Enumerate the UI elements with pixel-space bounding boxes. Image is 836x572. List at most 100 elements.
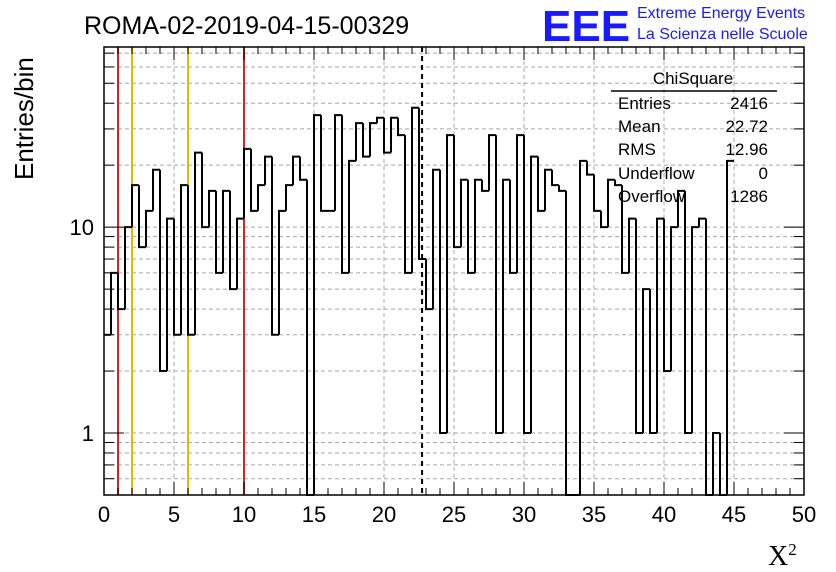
histogram-bin — [537, 156, 545, 212]
histogram-bin — [663, 218, 671, 373]
histogram-bars — [104, 106, 734, 496]
histogram-bin — [110, 271, 118, 335]
histogram-bin — [474, 178, 482, 273]
x-tick-label: 20 — [372, 502, 396, 527]
histogram-bin — [600, 210, 608, 229]
histogram-bin — [656, 217, 664, 434]
histogram-bin — [712, 432, 720, 495]
histogram-bin — [285, 184, 293, 211]
stats-label: Underflow — [618, 164, 695, 183]
x-tick-label: 25 — [442, 502, 466, 527]
histogram-bin — [222, 189, 230, 273]
stats-label: RMS — [618, 140, 656, 159]
histogram-bin — [593, 174, 601, 212]
histogram-bin — [250, 148, 258, 212]
histogram-bin — [502, 178, 510, 434]
histogram-bin — [432, 168, 440, 310]
histogram-bin — [187, 185, 195, 336]
histogram-bin — [124, 226, 132, 310]
histogram-bin — [313, 114, 321, 495]
histogram-bin — [334, 114, 342, 211]
x-tick-label: 15 — [302, 502, 326, 527]
histogram-bin — [159, 169, 167, 373]
stats-title: ChiSquare — [653, 69, 733, 88]
histogram-bin — [299, 156, 307, 181]
histogram-bin — [131, 184, 139, 228]
histogram-bin — [383, 117, 391, 154]
stats-label: Entries — [618, 94, 671, 113]
histogram-bin — [607, 178, 615, 228]
stats-label: Mean — [618, 117, 661, 136]
histogram-bin — [509, 179, 517, 274]
histogram-bin — [439, 169, 447, 435]
x-tick-label: 10 — [232, 502, 256, 527]
y-tick-label: 1 — [82, 421, 94, 446]
x-tick-label: 5 — [168, 502, 180, 527]
histogram-bin — [397, 117, 405, 137]
histogram-bin — [460, 178, 468, 248]
stats-rows: Entries 2416 Mean 22.72 RMS 12.96 Underflow 0 Ov… — [618, 94, 768, 206]
stats-value: 1286 — [730, 187, 768, 206]
grid-lines — [104, 47, 804, 495]
x-tick-label: 35 — [582, 502, 606, 527]
histogram-bin — [684, 190, 692, 435]
logo-line2: La Scienza nelle Scuole — [637, 26, 808, 43]
histogram-bin — [495, 135, 503, 435]
histogram-bin — [236, 217, 244, 290]
histogram-bin — [635, 218, 643, 435]
histogram-bin — [516, 134, 524, 273]
histogram-bin — [145, 209, 153, 248]
histogram-bin — [628, 217, 636, 273]
histogram-bin — [117, 272, 125, 311]
histogram-bin — [194, 151, 202, 335]
x-tick-label: 30 — [512, 502, 536, 527]
histogram-bin — [488, 134, 496, 191]
histogram-bin — [404, 135, 412, 274]
eee-logo: EEE Extreme Energy Events La Scienza nel… — [542, 2, 808, 51]
histogram-bin — [551, 169, 559, 187]
histogram-bin — [453, 135, 461, 249]
tick-labels: 0 5 10 15 20 25 30 35 40 45 50 1 10 — [70, 215, 817, 527]
histogram-bin — [173, 218, 181, 336]
histogram-bin — [467, 179, 475, 274]
histogram-bin — [201, 152, 209, 229]
y-axis-title: Entries/bin — [9, 57, 39, 180]
histogram-bin — [369, 122, 377, 157]
histogram-bin — [376, 116, 384, 124]
stats-box: ChiSquare Entries 2416 Mean 22.72 RMS 12.96 Un… — [611, 69, 777, 206]
logo-letters: EEE — [542, 2, 630, 51]
histogram-bin — [446, 134, 454, 434]
histogram-bin — [348, 159, 356, 273]
histogram-bin — [677, 189, 685, 228]
axes — [103, 46, 805, 496]
stats-value: 22.72 — [725, 117, 768, 136]
histogram-bin — [243, 147, 251, 219]
histogram-bin — [579, 159, 587, 495]
x-axis-title: X2 — [768, 540, 797, 572]
histogram-bin — [271, 156, 279, 336]
histogram-bin — [292, 155, 300, 186]
histogram-bin — [726, 159, 734, 495]
histogram-bin — [523, 135, 531, 435]
histogram-bin — [264, 155, 272, 186]
histogram-bin — [257, 184, 265, 211]
histogram-bin — [320, 115, 328, 212]
histogram-bin — [229, 190, 237, 291]
histogram-bin — [530, 155, 538, 434]
logo-line1: Extreme Energy Events — [637, 5, 805, 22]
histogram-bin — [425, 259, 433, 311]
histogram-bin — [208, 189, 216, 228]
histogram-bin — [355, 122, 363, 161]
histogram-bin — [670, 226, 678, 372]
x-tick-label: 40 — [652, 502, 676, 527]
stats-value: 2416 — [730, 94, 768, 113]
histogram-bin — [180, 184, 188, 335]
histogram-bin — [544, 168, 552, 211]
histogram-bin — [152, 168, 160, 211]
run-title: ROMA-02-2019-04-15-00329 — [84, 12, 409, 40]
histogram-bin — [481, 179, 489, 192]
histogram-bin — [649, 289, 657, 435]
histogram-bin — [621, 185, 629, 274]
histogram-bin — [614, 179, 622, 187]
